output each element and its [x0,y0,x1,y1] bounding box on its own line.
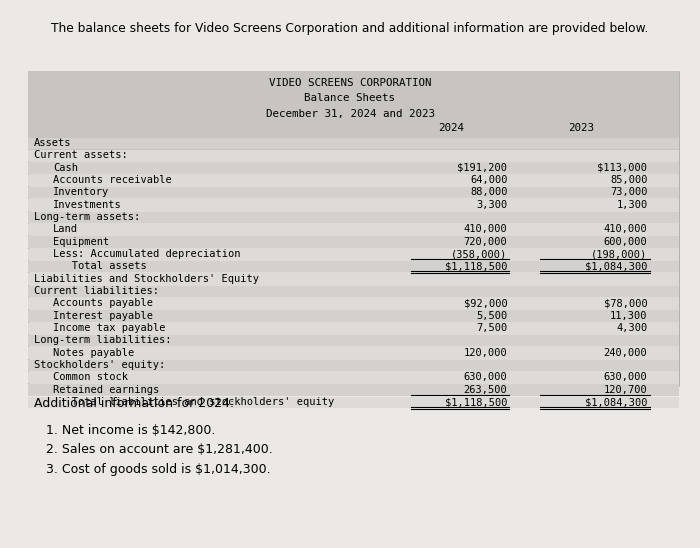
Text: Current assets:: Current assets: [34,150,127,161]
Text: 263,500: 263,500 [463,385,508,395]
Text: Long-term assets:: Long-term assets: [34,212,140,222]
Text: 410,000: 410,000 [603,225,648,235]
Text: Long-term liabilities:: Long-term liabilities: [34,335,171,345]
Text: Accounts receivable: Accounts receivable [53,175,172,185]
Text: December 31, 2024 and 2023: December 31, 2024 and 2023 [265,109,435,118]
Text: $92,000: $92,000 [463,298,508,309]
Text: 2023: 2023 [568,123,594,133]
Text: 7,500: 7,500 [476,323,508,333]
Text: $78,000: $78,000 [603,298,648,309]
Text: (198,000): (198,000) [592,249,648,259]
Text: $1,084,300: $1,084,300 [585,397,648,407]
Text: Equipment: Equipment [53,237,109,247]
Text: Notes payable: Notes payable [53,348,134,358]
Text: 85,000: 85,000 [610,175,648,185]
Text: VIDEO SCREENS CORPORATION: VIDEO SCREENS CORPORATION [269,78,431,88]
Text: (358,000): (358,000) [452,249,508,259]
Text: 3,300: 3,300 [476,200,508,210]
Text: 5,500: 5,500 [476,311,508,321]
Text: $1,118,500: $1,118,500 [445,397,507,407]
Text: 600,000: 600,000 [603,237,648,247]
Text: 240,000: 240,000 [603,348,648,358]
Text: 2. Sales on account are $1,281,400.: 2. Sales on account are $1,281,400. [46,443,273,456]
Text: $113,000: $113,000 [598,163,648,173]
Text: Total liabilities and stockholders' equity: Total liabilities and stockholders' equi… [53,397,335,407]
Text: 11,300: 11,300 [610,311,648,321]
Text: Additional information for 2024:: Additional information for 2024: [34,397,234,410]
Text: 73,000: 73,000 [610,187,648,197]
Text: 120,000: 120,000 [463,348,508,358]
Text: Cash: Cash [53,163,78,173]
Text: Interest payable: Interest payable [53,311,153,321]
Text: Retained earnings: Retained earnings [53,385,160,395]
Text: Assets: Assets [34,138,71,148]
Text: Income tax payable: Income tax payable [53,323,166,333]
Text: $1,084,300: $1,084,300 [585,261,648,271]
Text: Inventory: Inventory [53,187,109,197]
Text: 1,300: 1,300 [616,200,648,210]
Text: Liabilities and Stockholders' Equity: Liabilities and Stockholders' Equity [34,274,258,284]
Text: Common stock: Common stock [53,373,128,383]
Text: 120,700: 120,700 [603,385,648,395]
Text: 2024: 2024 [438,123,465,133]
Text: Land: Land [53,225,78,235]
Text: $191,200: $191,200 [458,163,508,173]
Text: Less: Accumulated depreciation: Less: Accumulated depreciation [53,249,241,259]
Text: 720,000: 720,000 [463,237,508,247]
Text: 3. Cost of goods sold is $1,014,300.: 3. Cost of goods sold is $1,014,300. [46,463,271,476]
Text: 410,000: 410,000 [463,225,508,235]
Text: 630,000: 630,000 [603,373,648,383]
Text: Stockholders' equity:: Stockholders' equity: [34,360,165,370]
Text: $1,118,500: $1,118,500 [445,261,507,271]
Text: 1. Net income is $142,800.: 1. Net income is $142,800. [46,424,216,437]
Text: 88,000: 88,000 [470,187,508,197]
Text: Total assets: Total assets [53,261,147,271]
Text: 64,000: 64,000 [470,175,508,185]
Text: Current liabilities:: Current liabilities: [34,286,159,296]
Text: Investments: Investments [53,200,122,210]
Text: Accounts payable: Accounts payable [53,298,153,309]
Text: 4,300: 4,300 [616,323,648,333]
Text: The balance sheets for Video Screens Corporation and additional information are : The balance sheets for Video Screens Cor… [51,22,649,35]
Text: Balance Sheets: Balance Sheets [304,93,395,103]
Text: 630,000: 630,000 [463,373,508,383]
